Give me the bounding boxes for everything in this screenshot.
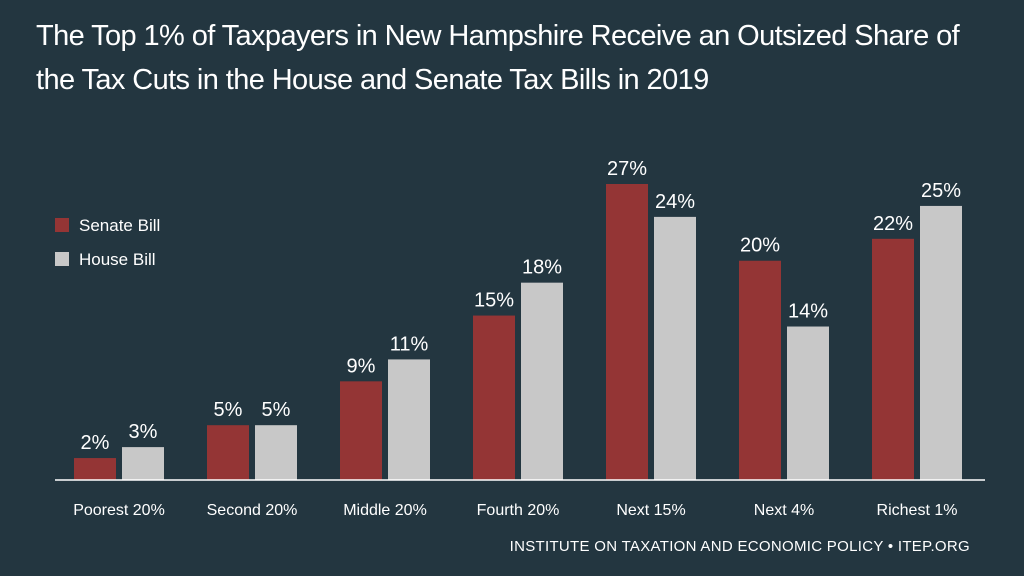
senate-value-label-2: 9% <box>347 355 376 377</box>
senate-bar-2 <box>340 381 382 480</box>
house-value-label-2: 11% <box>390 333 429 355</box>
bars: 2% 3% 5% 5% 9% 11% 15% 18% 27% 24% 20% 14% 22% 25% <box>74 158 962 481</box>
house-value-label-0: 3% <box>129 421 158 443</box>
house-value-label-4: 24% <box>655 191 695 213</box>
house-value-label-3: 18% <box>522 257 562 279</box>
senate-value-label-5: 20% <box>740 235 780 257</box>
house-bar-1 <box>255 425 297 480</box>
senate-bar-0 <box>74 458 116 480</box>
x-tick-label-5: Next 4% <box>754 502 814 519</box>
senate-value-label-0: 2% <box>81 432 110 454</box>
senate-value-label-4: 27% <box>607 158 647 180</box>
house-bar-0 <box>122 447 164 480</box>
senate-bar-1 <box>207 425 249 480</box>
house-value-label-1: 5% <box>262 399 291 421</box>
legend-swatch-senate <box>55 218 69 232</box>
house-bar-6 <box>920 205 962 481</box>
x-tick-label-6: Richest 1% <box>877 502 958 519</box>
chart-title: The Top 1% of Taxpayers in New Hampshire… <box>36 20 960 96</box>
house-bar-2 <box>388 359 430 480</box>
x-axis-ticks: Poorest 20% Second 20% Middle 20% Fourth 20… <box>73 502 957 519</box>
senate-value-label-1: 5% <box>214 399 243 421</box>
legend-swatch-house <box>55 252 69 266</box>
legend: Senate Bill House Bill <box>55 216 160 269</box>
x-tick-label-4: Next 15% <box>616 502 685 519</box>
senate-bar-6 <box>872 238 914 480</box>
x-tick-label-2: Middle 20% <box>343 502 427 519</box>
senate-value-label-3: 15% <box>474 290 514 312</box>
house-bar-3 <box>521 282 563 480</box>
x-tick-label-3: Fourth 20% <box>477 502 560 519</box>
senate-value-label-6: 22% <box>873 213 913 235</box>
x-tick-label-1: Second 20% <box>207 502 298 519</box>
x-tick-label-0: Poorest 20% <box>73 502 165 519</box>
senate-bar-4 <box>606 184 648 480</box>
senate-bar-5 <box>739 260 781 480</box>
house-bar-4 <box>654 216 696 480</box>
legend-label-senate: Senate Bill <box>79 216 160 235</box>
source-footer: INSTITUTE ON TAXATION AND ECONOMIC POLIC… <box>509 538 970 555</box>
legend-label-house: House Bill <box>79 250 156 269</box>
house-value-label-6: 25% <box>921 180 961 202</box>
house-value-label-5: 14% <box>788 301 828 323</box>
house-bar-5 <box>787 326 829 480</box>
senate-bar-3 <box>473 315 515 480</box>
